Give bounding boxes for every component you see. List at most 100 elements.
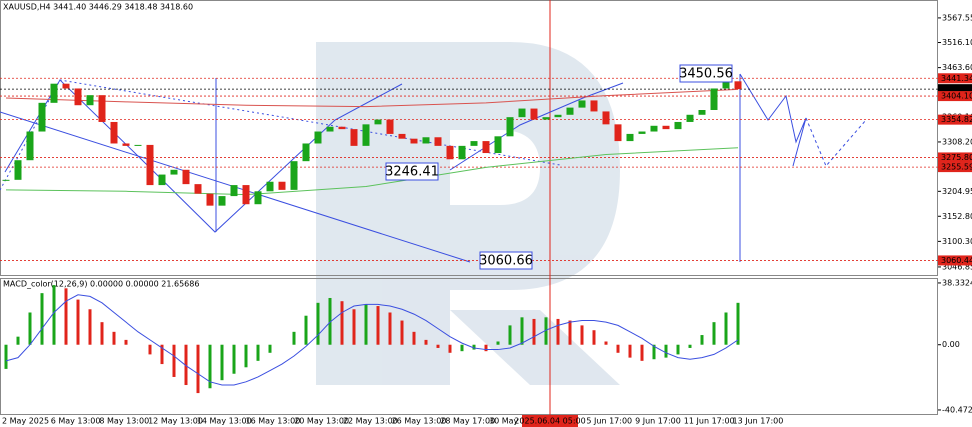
candle [302,143,310,162]
x-tick-label: 8 May 13:00 [99,417,149,426]
level-label: 3441.34 [941,74,972,83]
level-box [938,73,972,84]
candle [494,136,502,154]
y-tick-label: 3152.80 [942,212,972,221]
macd-bar [244,344,248,368]
candle [326,126,334,132]
macd-panel [0,278,938,415]
candle [734,81,742,90]
macd-y-tick-label: 38.33242 [942,278,972,287]
macd-bar [292,331,296,345]
macd-y-tick-label: 0.00 [942,340,960,349]
candle [266,181,274,192]
macd-signal [5,294,739,386]
candle [98,95,106,122]
x-tick-label: 2 May 2025 [2,417,49,426]
candle [638,131,646,134]
x-tick-label: 22 May 13:00 [343,417,398,426]
macd-bar [472,344,476,350]
macd-bar [316,302,320,345]
macd-bar [700,335,704,345]
candle [158,174,166,186]
x-tick-label: 11 Jun 17:00 [684,417,735,426]
y-tick-label: 3463.60 [942,63,972,72]
candle [542,117,550,120]
x-tick-label: 5 Jun 17:00 [586,417,632,426]
macd-bar [544,317,548,345]
macd-bar [364,304,368,345]
candle [374,119,382,125]
candle [194,184,202,194]
macd-bar [412,331,416,345]
macd-bar [448,344,452,353]
candle [566,107,574,115]
candle [674,121,682,130]
candle [458,145,466,160]
candle [218,196,226,206]
x-tick-label: 12 May 13:00 [148,417,203,426]
macd-bar [16,336,20,345]
candle [146,144,154,186]
candle [422,137,430,144]
macd-bar [40,293,44,345]
level-box [938,162,972,173]
level-box [938,255,972,266]
candle [470,141,478,146]
level-box [938,91,972,102]
x-tick-label: 20 May 13:00 [294,417,349,426]
crosshair-label-box [522,415,578,427]
macd-bar [148,344,152,355]
candle [278,181,286,190]
macd-bar [688,344,692,348]
candle [182,169,190,185]
macd-bar [484,344,488,352]
candle [686,114,694,122]
macd-bar [196,344,200,394]
candle [170,169,178,175]
macd-bar [112,331,116,345]
y-tick-label: 3100.30 [942,237,972,246]
candle [650,125,658,132]
level-label: 3275.80 [941,153,972,162]
macd-bar [736,302,740,345]
y-tick-label: 3567.55 [942,13,972,22]
annotation: 3060.66 [479,254,533,269]
annotation-box [479,251,533,270]
macd-bar [556,318,560,345]
macd-bar [652,344,656,360]
candle [410,138,418,144]
watermark [316,42,620,385]
candle [242,185,250,205]
macd-bar [76,299,80,345]
candle [518,108,526,118]
candle [38,102,46,132]
macd-bar [580,325,584,345]
candle [338,126,346,130]
moving-average [5,88,739,108]
candle [50,83,58,103]
candle [254,191,262,205]
candle [578,100,586,108]
x-tick-label: 26 May 13:00 [392,417,447,426]
candle [290,161,298,190]
candle [134,144,142,146]
level-box [938,152,972,163]
candle [362,124,370,146]
x-tick-label: 30 May 17:00 [489,417,544,426]
macd-bar [592,330,596,345]
macd-bar [376,306,380,345]
candle [350,129,358,146]
level-label: 3354.82 [941,115,972,124]
level-label: 3404.10 [941,92,972,101]
x-tick-label: 16 May 13:00 [246,417,301,426]
macd-bar [460,344,464,352]
x-tick-label: 28 May 17:00 [440,417,495,426]
macd-bar [184,344,188,386]
macd-bar [52,285,56,345]
candle [2,179,10,181]
level-box [938,84,972,95]
macd-bar [664,344,668,358]
level-label: 3060.44 [941,256,972,265]
candle [74,88,82,106]
candle [14,160,22,180]
